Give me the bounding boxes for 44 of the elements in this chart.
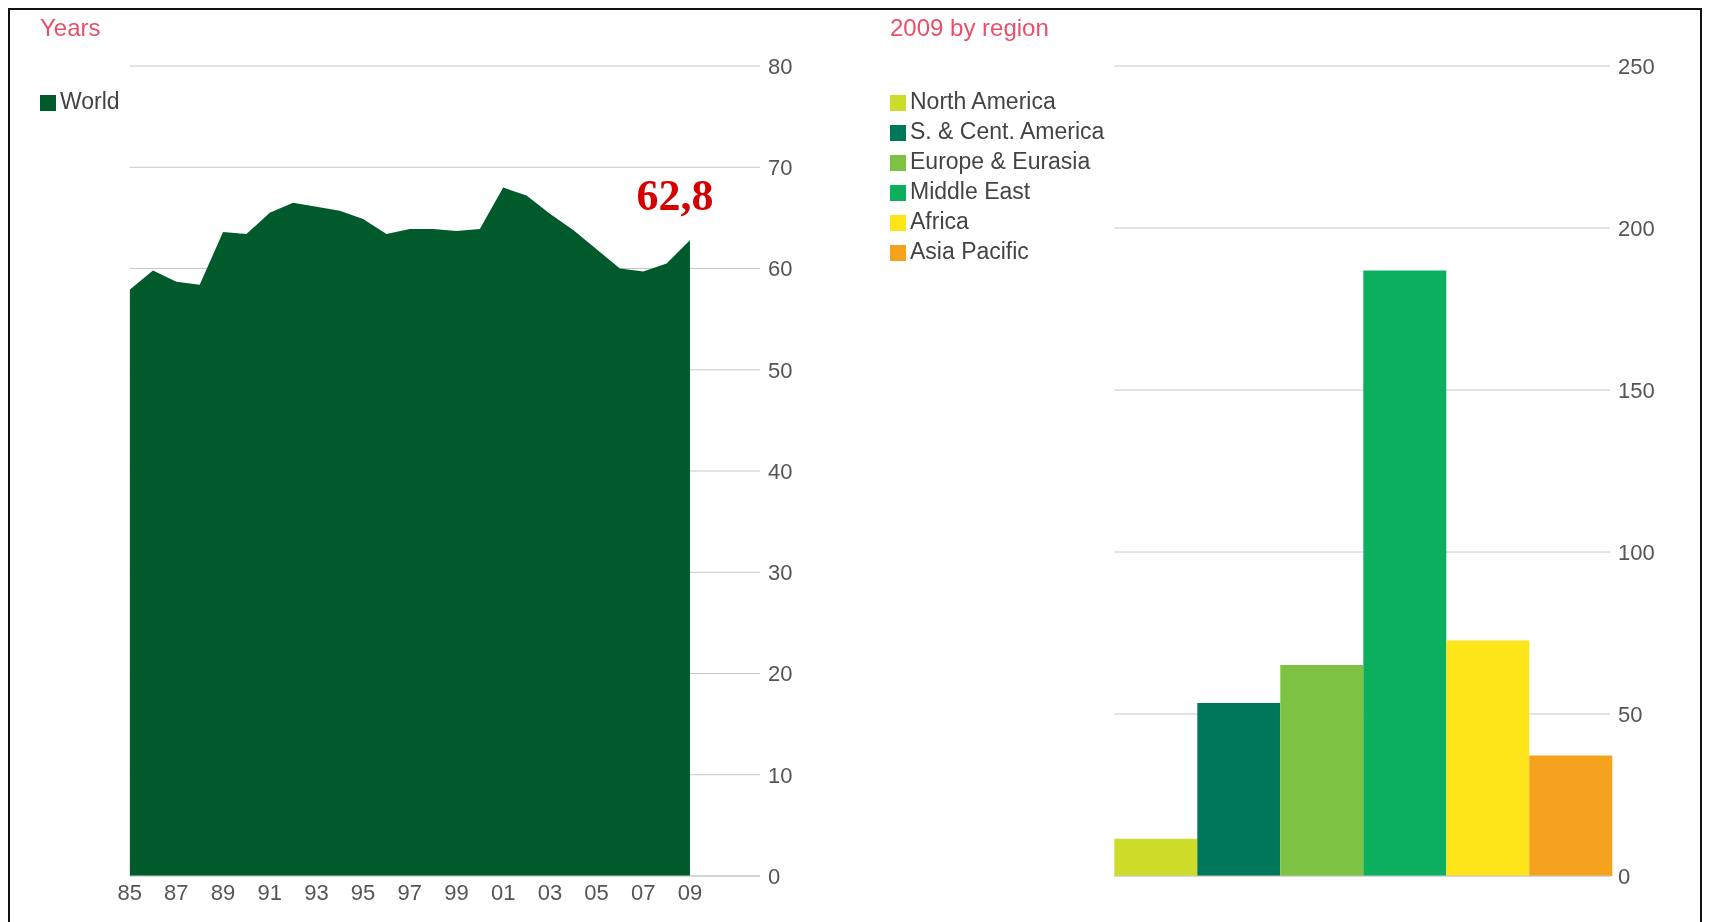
bar	[1197, 702, 1281, 876]
x-tick-label: 89	[210, 879, 236, 905]
y-tick-label: 150	[1618, 377, 1655, 403]
y-tick-label: 70	[768, 155, 793, 181]
bar	[1280, 665, 1364, 876]
x-tick-label: 85	[117, 879, 142, 905]
y-tick-label: 20	[768, 661, 793, 687]
bar	[1114, 838, 1198, 876]
y-tick-label: 40	[768, 458, 793, 484]
y-tick-label: 30	[768, 560, 793, 586]
x-tick-label: 93	[304, 879, 329, 905]
y-tick-label: 60	[768, 256, 793, 282]
y-tick-label: 80	[768, 53, 793, 79]
legend-label: Middle East	[910, 178, 1031, 204]
annotation: 62,8	[636, 171, 714, 221]
y-tick-label: 250	[1618, 53, 1655, 79]
y-tick-label: 0	[1618, 863, 1631, 889]
bar	[1446, 640, 1530, 876]
x-tick-label: 97	[397, 879, 423, 905]
legend-label: S. & Cent. America	[910, 118, 1105, 144]
bar	[1363, 270, 1447, 876]
legend-label: World	[60, 88, 120, 114]
x-tick-label: 03	[537, 879, 563, 905]
x-tick-label: 87	[164, 879, 189, 905]
x-tick-label: 91	[257, 879, 282, 905]
legend-label: Europe & Eurasia	[910, 148, 1091, 174]
y-tick-label: 200	[1618, 215, 1655, 241]
legend-label: Africa	[910, 208, 969, 234]
y-tick-label: 0	[768, 863, 781, 889]
x-tick-label: 01	[490, 879, 516, 905]
legend-label: Asia Pacific	[910, 238, 1029, 264]
legend-label: North America	[910, 88, 1056, 114]
bar	[1529, 755, 1613, 876]
x-tick-label: 09	[677, 879, 703, 905]
chart-title: Years	[40, 13, 102, 43]
x-tick-label: 07	[631, 879, 656, 905]
x-tick-label: 05	[584, 879, 609, 905]
chart-title: 2009 by region	[890, 13, 1050, 43]
x-tick-label: 95	[350, 879, 376, 905]
y-tick-label: 100	[1618, 539, 1655, 565]
y-tick-label: 50	[1618, 701, 1643, 727]
x-tick-label: 99	[444, 879, 469, 905]
y-tick-label: 10	[768, 762, 793, 788]
y-tick-label: 50	[768, 357, 793, 383]
